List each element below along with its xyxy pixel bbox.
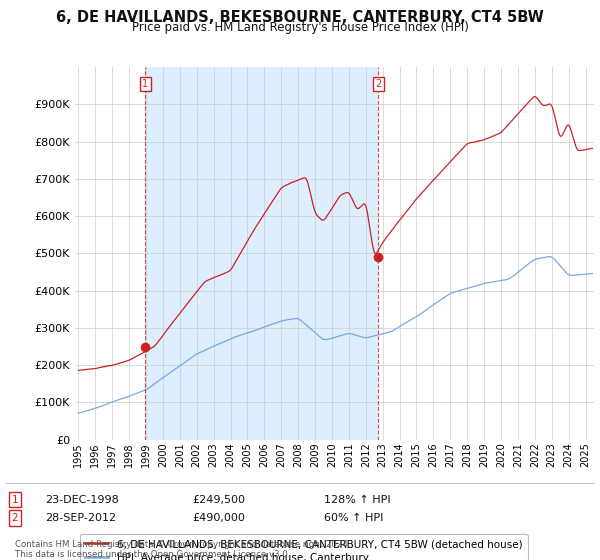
Text: 1: 1 — [11, 494, 19, 505]
Text: 23-DEC-1998: 23-DEC-1998 — [45, 494, 119, 505]
Text: 2: 2 — [11, 513, 19, 523]
Text: 6, DE HAVILLANDS, BEKESBOURNE, CANTERBURY, CT4 5BW: 6, DE HAVILLANDS, BEKESBOURNE, CANTERBUR… — [56, 10, 544, 25]
Text: 60% ↑ HPI: 60% ↑ HPI — [324, 513, 383, 523]
Legend: 6, DE HAVILLANDS, BEKESBOURNE, CANTERBURY, CT4 5BW (detached house), HPI: Averag: 6, DE HAVILLANDS, BEKESBOURNE, CANTERBUR… — [80, 534, 527, 560]
Text: 2: 2 — [376, 79, 382, 89]
Text: Price paid vs. HM Land Registry's House Price Index (HPI): Price paid vs. HM Land Registry's House … — [131, 21, 469, 34]
Text: £249,500: £249,500 — [192, 494, 245, 505]
Bar — [145, 67, 379, 440]
Text: £490,000: £490,000 — [192, 513, 245, 523]
Text: 28-SEP-2012: 28-SEP-2012 — [45, 513, 116, 523]
Text: 1: 1 — [142, 79, 149, 89]
Text: 128% ↑ HPI: 128% ↑ HPI — [324, 494, 391, 505]
Text: Contains HM Land Registry data © Crown copyright and database right 2024.
This d: Contains HM Land Registry data © Crown c… — [15, 540, 350, 559]
